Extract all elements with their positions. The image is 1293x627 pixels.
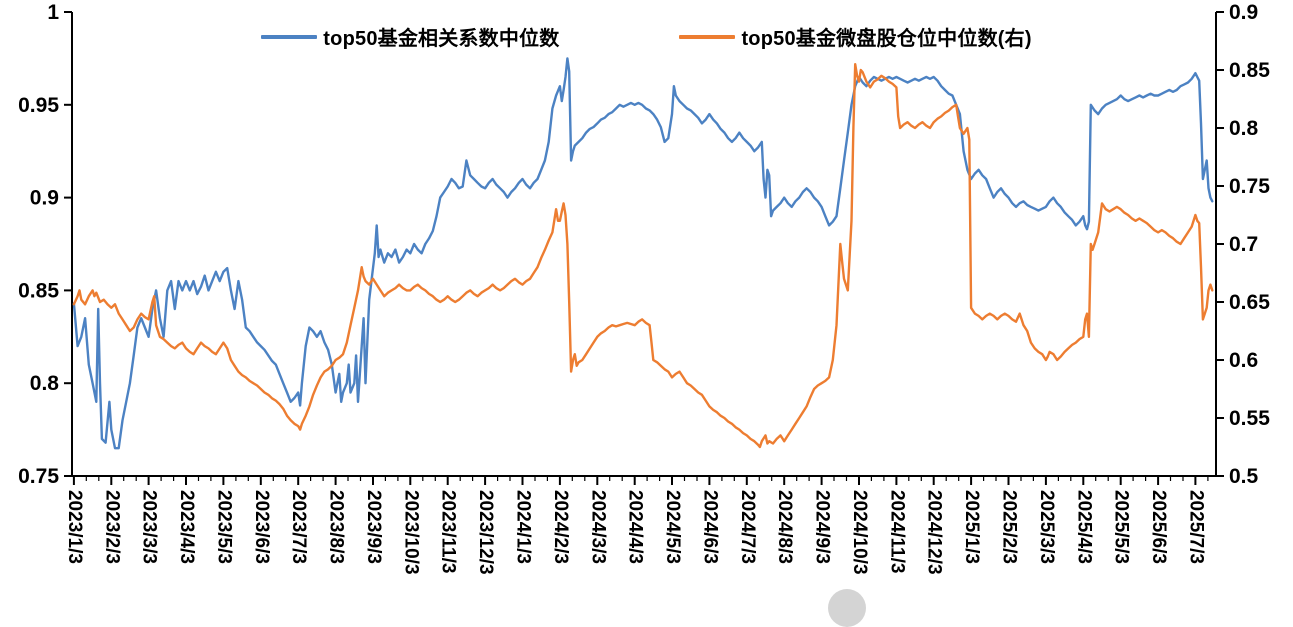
y-tick-label-right: 0.6 bbox=[1229, 349, 1258, 372]
x-tick-label: 2024/7/3 bbox=[737, 490, 758, 564]
legend-item-micro-cap-position: top50基金微盘股仓位中位数(右) bbox=[679, 22, 1032, 51]
x-tick-label: 2023/11/3 bbox=[438, 490, 459, 573]
legend-label-micro-cap-position: top50基金微盘股仓位中位数(右) bbox=[741, 28, 1032, 50]
legend-item-correlation: top50基金相关系数中位数 bbox=[261, 22, 559, 51]
legend-label-correlation: top50基金相关系数中位数 bbox=[323, 28, 560, 50]
x-tick-label: 2023/7/3 bbox=[288, 490, 309, 564]
y-tick-label-right: 0.7 bbox=[1229, 233, 1258, 256]
x-tick-label: 2023/2/3 bbox=[101, 490, 122, 564]
x-tick-label: 2023/6/3 bbox=[251, 490, 272, 564]
series-line-correlation bbox=[72, 57, 1214, 450]
x-tick-label: 2024/8/3 bbox=[774, 490, 795, 564]
x-tick-label: 2025/2/3 bbox=[999, 490, 1020, 564]
x-tick-label: 2023/9/3 bbox=[363, 490, 384, 564]
x-tick-label: 2023/1/3 bbox=[64, 490, 85, 564]
x-tick-label: 2024/10/3 bbox=[849, 490, 870, 575]
y-tick-label-left: 0.85 bbox=[18, 279, 59, 302]
x-tick-label: 2025/4/3 bbox=[1073, 490, 1094, 564]
y-tick-label-right: 0.5 bbox=[1229, 465, 1259, 488]
x-tick-label: 2023/10/3 bbox=[400, 490, 421, 575]
x-tick-label: 2023/8/3 bbox=[326, 490, 347, 564]
x-tick-label: 2025/5/3 bbox=[1111, 490, 1132, 564]
x-tick-label: 2025/3/3 bbox=[1036, 490, 1057, 564]
chart-canvas: 1 0.95 0.9 0.85 0.8 0.75 0.9 0.85 0.8 0.75 0.7 0.65… bbox=[18, 1, 1270, 575]
x-tick-label: 2025/1/3 bbox=[961, 490, 982, 564]
series-line-micro-cap-position bbox=[72, 62, 1214, 449]
y-tick-label-right: 0.9 bbox=[1229, 1, 1258, 24]
legend-line-orange bbox=[679, 34, 736, 39]
watermark-dot bbox=[828, 589, 866, 627]
x-tick-label: 2024/12/3 bbox=[924, 490, 945, 575]
y-tick-label-left: 0.9 bbox=[30, 187, 59, 210]
x-tick-label: 2023/12/3 bbox=[475, 490, 496, 575]
x-tick-label: 2025/6/3 bbox=[1148, 490, 1169, 564]
x-tick-label: 2025/7/3 bbox=[1185, 490, 1206, 564]
y-tick-label-right: 0.65 bbox=[1229, 291, 1270, 314]
chart-legend: top50基金相关系数中位数 top50基金微盘股仓位中位数(右) bbox=[0, 22, 1293, 51]
x-tick-label: 2024/3/3 bbox=[587, 490, 608, 564]
y-tick-label-left: 0.75 bbox=[18, 465, 59, 488]
y-tick-label-left: 0.95 bbox=[18, 94, 59, 117]
x-tick-label: 2023/5/3 bbox=[213, 490, 234, 564]
x-tick-label: 2024/4/3 bbox=[625, 490, 646, 564]
x-tick-label: 2024/9/3 bbox=[812, 490, 833, 564]
legend-line-blue bbox=[261, 34, 318, 39]
y-tick-label-right: 0.55 bbox=[1229, 407, 1270, 430]
x-tick-label: 2024/2/3 bbox=[550, 490, 571, 564]
y-tick-label-left: 1 bbox=[47, 1, 59, 24]
x-tick-label: 2023/3/3 bbox=[139, 490, 160, 564]
y-tick-label-right: 0.85 bbox=[1229, 59, 1270, 82]
x-tick-label: 2023/4/3 bbox=[176, 490, 197, 564]
x-tick-label: 2024/11/3 bbox=[886, 490, 907, 573]
y-tick-label-right: 0.75 bbox=[1229, 175, 1270, 198]
y-tick-label-right: 0.8 bbox=[1229, 117, 1259, 140]
x-tick-label: 2024/5/3 bbox=[662, 490, 683, 564]
y-tick-label-left: 0.8 bbox=[30, 372, 60, 395]
x-tick-label: 2024/1/3 bbox=[513, 490, 534, 564]
x-tick-label: 2024/6/3 bbox=[699, 490, 720, 564]
